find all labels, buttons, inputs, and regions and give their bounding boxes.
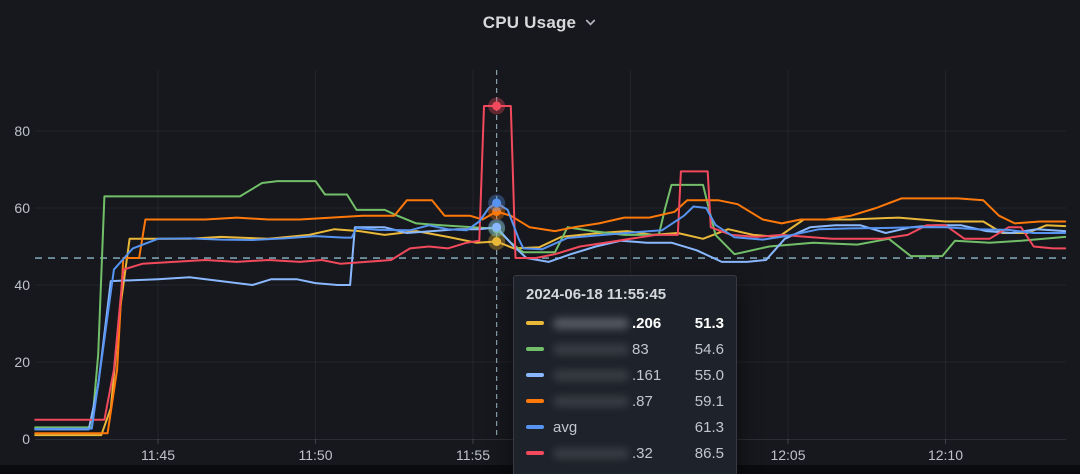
redacted-name-blur <box>553 447 629 459</box>
series-name: .87 <box>553 393 673 410</box>
x-axis-label: 12:05 <box>770 447 805 463</box>
series-name: 83 <box>553 341 673 358</box>
series-value: 61.3 <box>694 418 724 436</box>
y-axis-label: 60 <box>14 200 30 216</box>
redacted-name-blur <box>553 343 629 355</box>
x-axis-label: 11:50 <box>299 447 333 463</box>
tooltip-series-row: .161 55.0 <box>526 362 724 388</box>
cursor-point-orange <box>492 206 502 216</box>
series-line-yellow <box>34 216 1067 437</box>
panel-header[interactable]: CPU Usage <box>0 0 1080 46</box>
tooltip-series-row: .32 86.5 <box>526 440 724 466</box>
series-line-avg <box>34 202 1067 430</box>
cursor-point-avg <box>492 198 502 208</box>
cursor-point-light-blue <box>492 222 502 232</box>
series-name: .161 <box>553 367 673 384</box>
y-axis-label: 80 <box>14 123 30 139</box>
series-value: 51.3 <box>694 314 724 332</box>
series-line-green <box>34 180 1067 429</box>
chart-tooltip: 2024-06-18 11:55:45 .206 51.3 83 54.6 .161 55… <box>513 275 737 474</box>
series-line-orange <box>34 197 1067 435</box>
series-name: .206 <box>553 315 673 332</box>
series-line-red <box>34 105 1067 421</box>
y-axis-label: 40 <box>14 277 30 293</box>
series-line-light-blue <box>34 224 1067 431</box>
tooltip-series-row: 83 54.6 <box>526 336 724 362</box>
redacted-name-blur <box>553 369 629 381</box>
series-value: 59.1 <box>694 392 724 410</box>
panel-title: CPU Usage <box>482 13 577 32</box>
chevron-down-icon <box>584 16 597 34</box>
y-axis-label: 20 <box>14 354 30 370</box>
cursor-point-yellow <box>492 236 502 246</box>
y-axis-label: 0 <box>22 431 30 447</box>
series-value: 86.5 <box>694 444 724 462</box>
series-name: avg <box>553 418 578 436</box>
redacted-name-blur <box>553 395 629 407</box>
cursor-point-red <box>492 101 502 111</box>
tooltip-series-row: .87 59.1 <box>526 388 724 414</box>
x-axis-label: 11:45 <box>141 447 175 463</box>
tooltip-series-row: .206 51.3 <box>526 310 724 336</box>
series-value: 54.6 <box>694 340 724 358</box>
redacted-name-blur <box>553 317 629 329</box>
tooltip-timestamp: 2024-06-18 11:55:45 <box>526 286 667 303</box>
series-color-swatch <box>526 425 544 429</box>
series-value: 55.0 <box>694 366 724 384</box>
series-name: .32 <box>553 445 673 462</box>
series-color-swatch <box>526 399 544 403</box>
series-color-swatch <box>526 347 544 351</box>
x-axis-label: 11:55 <box>456 447 490 463</box>
series-color-swatch <box>526 321 544 325</box>
series-color-swatch <box>526 451 544 455</box>
x-axis-label: 12:10 <box>928 447 963 463</box>
series-color-swatch <box>526 373 544 377</box>
tooltip-series-row: avg 61.3 <box>526 414 724 440</box>
